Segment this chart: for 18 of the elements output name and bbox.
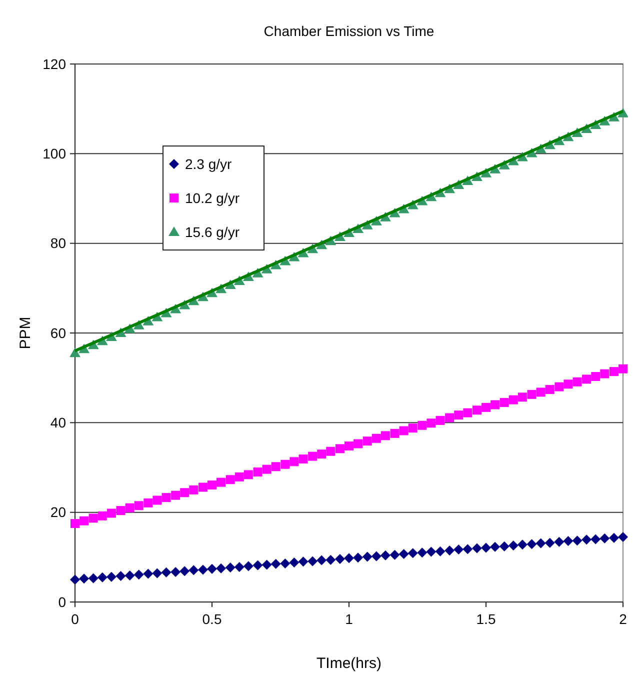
chart-title: Chamber Emission vs Time	[264, 23, 434, 39]
y-tick-label: 20	[50, 504, 66, 520]
y-axis-title: PPM	[17, 316, 34, 350]
x-tick-label: 0	[71, 611, 80, 627]
x-tick-label: 1	[345, 611, 354, 627]
y-tick-label: 120	[42, 56, 66, 72]
legend-label: 2.3 g/yr	[185, 156, 232, 172]
x-tick-label: 0.5	[202, 611, 222, 627]
legend-label: 10.2 g/yr	[185, 190, 240, 206]
x-axis-title: TIme(hrs)	[316, 655, 382, 672]
legend-label: 15.6 g/yr	[185, 224, 240, 240]
y-tick-label: 100	[42, 146, 66, 162]
x-tick-label: 1.5	[476, 611, 496, 627]
x-tick-label: 2	[619, 611, 628, 627]
y-tick-label: 40	[50, 414, 66, 431]
y-tick-label: 80	[50, 235, 66, 252]
y-tick-label: 60	[50, 324, 66, 341]
y-tick-label: 0	[58, 594, 66, 610]
